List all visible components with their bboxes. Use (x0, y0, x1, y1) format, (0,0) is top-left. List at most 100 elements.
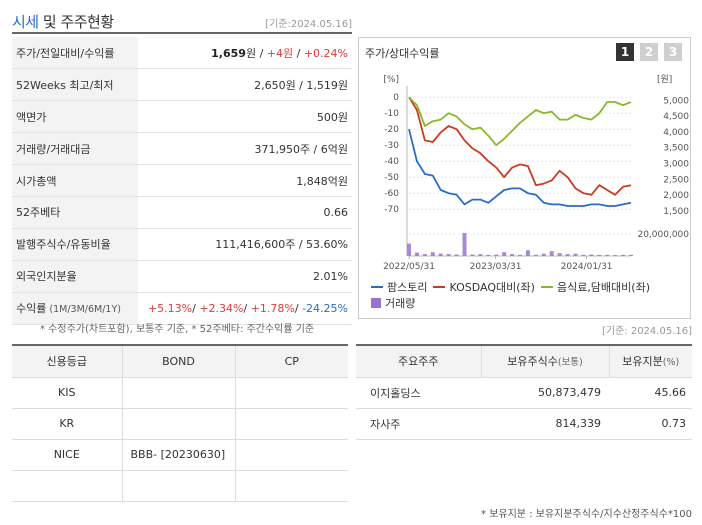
legend-label: 팜스토리 (387, 281, 428, 294)
volume-bar (446, 254, 451, 256)
legend-label: KOSDAQ대비(좌) (449, 281, 535, 294)
credit-agency: NICE (12, 439, 122, 471)
credit-bond (121, 377, 235, 409)
summary-value: +5.13%/ +2.34%/ +1.78%/ -24.25% (138, 292, 352, 325)
left-tick-label: -10 (384, 109, 399, 119)
summary-label-period: (1M/3M/6M/1Y) (46, 304, 121, 316)
holder-row: 이지홀딩스 50,873,479 45.66 (356, 377, 692, 409)
right-tick-label: 2,000 (663, 191, 689, 201)
summary-label: 거래량/거래대금 (12, 132, 138, 166)
chart-tab-3[interactable]: 3 (664, 43, 682, 61)
x-tick-label: 2022/05/31 (383, 262, 435, 272)
credit-header-rating: 신용등급 (12, 344, 122, 378)
summary-value: 2.01% (138, 260, 352, 293)
summary-value-part: 원 / (245, 46, 267, 60)
summary-label-text: 외국인지분율 (16, 270, 77, 284)
legend-item[interactable]: 팜스토리 (371, 279, 427, 295)
holder-shares: 814,339 (481, 408, 609, 440)
series-line (408, 96, 632, 147)
summary-label-text: 주가/전일대비/수익률 (16, 46, 115, 60)
holders-footnote: * 보유지분 : 보유지분주식수/지수산정주식수*100 (481, 509, 692, 520)
summary-row: 52Weeks 최고/최저 2,650원 / 1,519원 (12, 68, 352, 102)
credit-header-cp: CP (234, 344, 348, 378)
summary-value-part: -24.25% (302, 301, 348, 315)
pct-header-paren: (%) (662, 357, 680, 369)
volume-bar (510, 254, 515, 256)
holder-name[interactable]: 자사주 (356, 408, 481, 440)
credit-cp (234, 439, 348, 471)
right-tick-label: 3,000 (663, 159, 689, 169)
summary-label: 시가총액 (12, 164, 138, 197)
legend-item[interactable]: KOSDAQ대비(좌) (433, 279, 535, 295)
summary-label: 52Weeks 최고/최저 (12, 68, 138, 102)
right-tick-label: 3,500 (663, 144, 689, 154)
volume-bar (470, 254, 475, 256)
holders-header-shares: 보유주식수(보통) (480, 344, 609, 378)
x-tick-label: 2024/01/31 (561, 262, 613, 272)
legend-swatch (540, 286, 553, 288)
summary-value-part: / (192, 301, 200, 315)
volume-bar (494, 254, 499, 256)
volume-bar (597, 254, 602, 256)
summary-label: 수익률 (1M/3M/6M/1Y) (12, 292, 138, 325)
chart-tab-2[interactable]: 2 (640, 43, 658, 61)
summary-value: 1,848억원 (138, 164, 352, 197)
summary-label-text: 시가총액 (16, 174, 57, 188)
base-date: [기준:2024.05.16] (265, 19, 352, 30)
summary-row: 발행주식수/유동비율 111,416,600주 / 53.60% (12, 228, 352, 261)
chart-tab-1[interactable]: 1 (616, 43, 634, 61)
summary-value-part: 500원 (316, 110, 348, 124)
title-rest: 및 주주현황 (38, 13, 114, 31)
volume-bar (629, 254, 633, 256)
summary-value-part: / (243, 301, 251, 315)
summary-value-part: 371,950주 / 6억원 (254, 142, 348, 156)
summary-label-text: 52주베타 (16, 206, 61, 220)
holder-pct: 0.73 (609, 408, 692, 440)
summary-value-part: 2.01% (313, 269, 348, 283)
credit-bond: BBB- [20230630] (121, 439, 235, 471)
chart-legend: 팜스토리 KOSDAQ대비(좌) 음식료,담배대비(좌) 거래량 (371, 278, 687, 311)
title-main: 시세 (12, 13, 39, 31)
summary-value-part: 2,650원 / 1,519원 (254, 78, 348, 92)
volume-bar (581, 254, 586, 256)
volume-bar (438, 253, 443, 256)
summary-row: 거래량/거래대금 371,950주 / 6억원 (12, 132, 352, 166)
x-tick-label: 2023/03/31 (470, 262, 522, 272)
summary-label-text: 액면가 (16, 110, 47, 124)
credit-cp (234, 377, 348, 409)
summary-label: 주가/전일대비/수익률 (12, 37, 138, 70)
right-tick-label: 4,500 (663, 112, 689, 122)
summary-label: 52주베타 (12, 196, 138, 229)
price-chart: [%] [원] 0 -10 -20 -30 -40 -50 -60 -70 5,000 4,500 4,… (383, 74, 689, 272)
summary-row: 주가/전일대비/수익률 1,659원 / +4원 / +0.24% (12, 37, 352, 70)
holder-name[interactable]: 이지홀딩스 (356, 377, 481, 409)
holders-header-pct: 보유지분(%) (608, 344, 692, 378)
credit-agency: KIS (12, 377, 122, 409)
summary-value-part: 1,848억원 (296, 174, 348, 188)
summary-value: 371,950주 / 6억원 (138, 132, 352, 166)
credit-row (12, 470, 348, 502)
summary-row: 시가총액 1,848억원 (12, 164, 352, 197)
credit-bond (121, 408, 235, 440)
volume-bar (589, 254, 594, 256)
series-line (408, 128, 632, 207)
holders-header-name: 주요주주 (356, 344, 481, 378)
volume-bar (518, 254, 522, 256)
legend-swatch (371, 298, 381, 308)
volume-bar (454, 254, 459, 256)
summary-value-part: / (293, 46, 304, 60)
holder-shares: 50,873,479 (481, 377, 609, 409)
summary-label-text: 52Weeks 최고/최저 (16, 78, 114, 92)
summary-label-text: 수익률 (16, 302, 47, 316)
volume-bar (462, 232, 467, 256)
legend-item[interactable]: 거래량 (371, 295, 415, 311)
section-title: 시세 및 주주현황 (12, 11, 114, 32)
summary-value: 2,650원 / 1,519원 (138, 68, 352, 102)
summary-value-part: +2.34% (199, 301, 244, 315)
volume-bar (605, 254, 610, 256)
major-holders-table: 주요주주 보유주식수(보통) 보유지분(%) 이지홀딩스 50,873,479 45… (356, 344, 692, 440)
credit-agency: KR (12, 408, 122, 440)
volume-bar (557, 253, 562, 256)
legend-item[interactable]: 음식료,담배대비(좌) (540, 279, 650, 295)
legend-label: 거래량 (385, 297, 416, 310)
